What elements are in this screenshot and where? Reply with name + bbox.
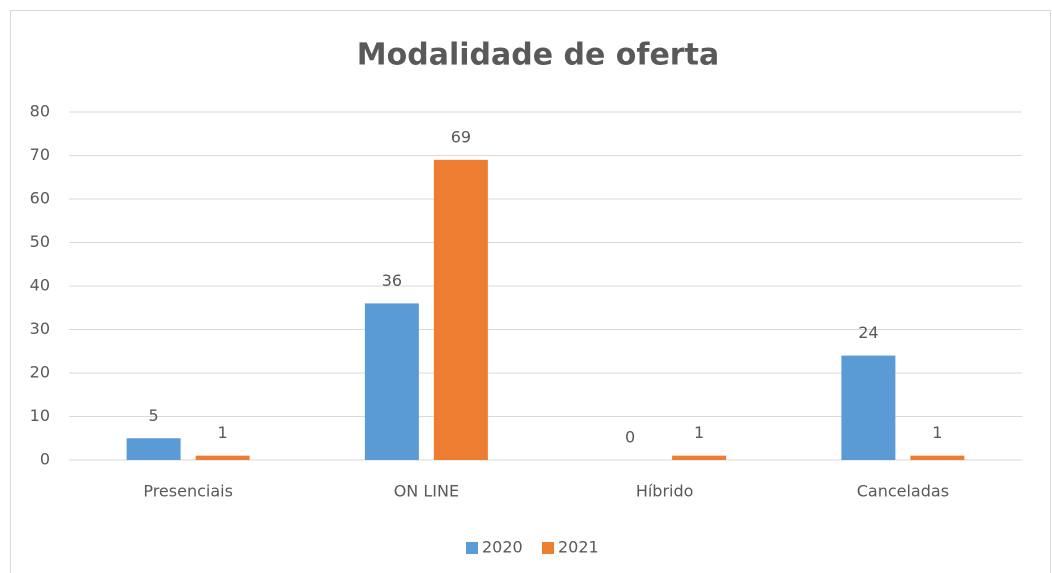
legend-label: 2020 <box>482 538 523 557</box>
y-tick-label: 60 <box>30 189 50 208</box>
chart-frame <box>10 10 1051 573</box>
y-tick-label: 40 <box>30 276 50 295</box>
chart-title: Modalidade de oferta <box>357 38 719 73</box>
y-tick-label: 30 <box>30 319 50 338</box>
y-tick-label: 0 <box>40 450 50 469</box>
y-tick-label: 20 <box>30 363 50 382</box>
x-tick-label: Canceladas <box>857 482 949 501</box>
x-tick-label: Híbrido <box>636 482 694 501</box>
y-tick-label: 50 <box>30 232 50 251</box>
legend-swatch <box>542 542 554 554</box>
bar <box>195 455 250 460</box>
bar <box>126 438 181 460</box>
y-tick-label: 80 <box>30 102 50 121</box>
data-label: 1 <box>694 423 704 442</box>
data-label: 36 <box>382 271 402 290</box>
y-tick-label: 70 <box>30 145 50 164</box>
legend-swatch <box>466 542 478 554</box>
data-label: 24 <box>858 323 878 342</box>
data-label: 1 <box>218 423 228 442</box>
x-tick-label: Presenciais <box>143 482 233 501</box>
y-tick-label: 10 <box>30 406 50 425</box>
bar <box>364 303 419 460</box>
data-label: 5 <box>149 406 159 425</box>
x-tick-label: ON LINE <box>394 482 459 501</box>
data-label: 69 <box>451 127 471 146</box>
bar <box>841 355 896 460</box>
legend-label: 2021 <box>558 538 599 557</box>
data-label: 1 <box>932 423 942 442</box>
bar <box>910 455 965 460</box>
data-label: 0 <box>625 428 635 447</box>
bar <box>433 159 488 460</box>
bar <box>672 455 727 460</box>
